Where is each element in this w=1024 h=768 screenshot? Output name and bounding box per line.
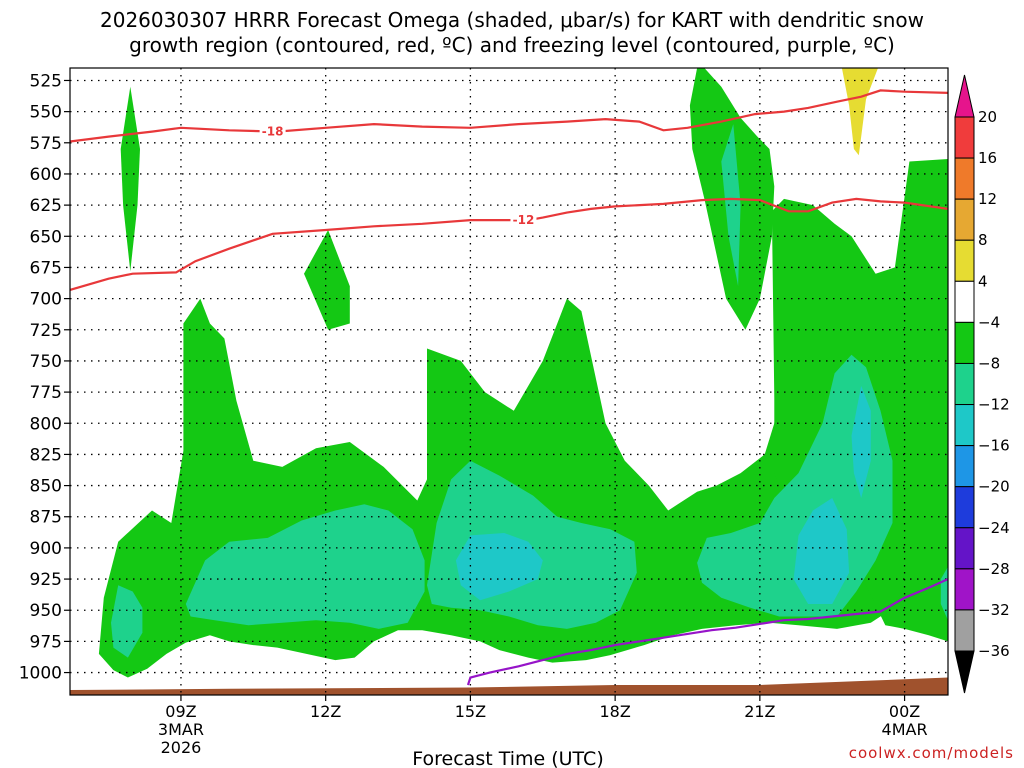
omega-cyan-middle [455, 533, 543, 601]
x-tick-label: 12Z [310, 702, 341, 721]
y-tick-label: 600 [30, 165, 62, 185]
colorbar-bin [954, 157, 975, 200]
omega-cyan-right-upper [851, 385, 871, 498]
dgz-minus12-line [70, 197, 948, 291]
colorbar-label: 4 [978, 272, 988, 290]
y-tick-label: 975 [30, 632, 62, 652]
colorbar-label: −36 [978, 642, 1010, 660]
colorbar-bin [954, 404, 975, 447]
colorbar-bin [954, 609, 975, 652]
terrain-layer [70, 677, 948, 695]
colorbar-bin [954, 486, 975, 529]
colorbar-label: −32 [978, 601, 1010, 619]
x-axis-title: Forecast Time (UTC) [412, 748, 603, 768]
colorbar-label: 8 [978, 231, 988, 249]
y-tick-label: 875 [30, 508, 62, 528]
colorbar-bottom-arrow [954, 650, 975, 694]
x-tick-label: 21Z [744, 702, 775, 721]
x-tick-year-label: 2026 [161, 738, 202, 757]
y-axis-ticks: 525 550 575 600 625 650 675 700 725 750 775 800 825 8… [19, 71, 70, 684]
omega-shading-layer [98, 68, 948, 678]
colorbar-label: −8 [978, 354, 1000, 372]
y-tick-label: 700 [30, 290, 62, 310]
contour-lines: -18 -12 [70, 89, 948, 686]
dgz-minus18-line [70, 89, 948, 143]
contour-label: -18 [262, 124, 284, 138]
colorbar-label: −20 [978, 478, 1010, 496]
colorbar-bin [954, 239, 975, 282]
colorbar-bin [954, 527, 975, 570]
colorbar-bin [954, 362, 975, 406]
colorbar-label: −24 [978, 519, 1010, 537]
x-tick-label: 18Z [599, 702, 630, 721]
chart-title-line-2: growth region (contoured, red, ºC) and f… [129, 33, 895, 57]
colorbar-bin [954, 116, 975, 159]
terrain-fill [70, 677, 948, 695]
x-tick-date-label: 3MAR [158, 720, 204, 739]
colorbar: 20 16 12 8 4 −4 −8 −12 −16 −20 −24 −28 −32 −36 [954, 74, 1010, 694]
colorbar-label: −12 [978, 396, 1010, 414]
omega-teal-upper-right [721, 124, 741, 287]
y-tick-label: 575 [30, 134, 62, 154]
colorbar-bin [954, 280, 975, 323]
colorbar-bin [954, 445, 975, 488]
y-tick-label: 725 [30, 321, 62, 341]
y-tick-label: 675 [30, 258, 62, 278]
contour-label-bg [510, 212, 537, 228]
plot-area: -18 -12 [69, 67, 949, 696]
y-tick-label: 775 [30, 383, 62, 403]
x-tick-label: 09Z [165, 702, 196, 721]
y-tick-label: 750 [30, 352, 62, 372]
omega-yellow-top [841, 68, 878, 156]
colorbar-label: −16 [978, 437, 1010, 455]
colorbar-label: 20 [978, 108, 997, 126]
y-tick-label: 925 [30, 570, 62, 590]
y-tick-label: 525 [30, 71, 62, 91]
plot-frame [69, 67, 949, 696]
colorbar-label: −4 [978, 313, 1000, 331]
contour-label: -12 [513, 213, 535, 227]
y-tick-label: 550 [30, 103, 62, 123]
y-tick-label: 825 [30, 445, 62, 465]
omega-green-small-patch [304, 230, 350, 330]
y-tick-label: 650 [30, 227, 62, 247]
colorbar-top-arrow [954, 74, 975, 118]
credit-text: coolwx.com/models [849, 744, 1014, 762]
chart-title-line-1: 2026030307 HRRR Forecast Omega (shaded, … [100, 8, 924, 32]
colorbar-label: −28 [978, 560, 1010, 578]
colorbar-label: 12 [978, 190, 997, 208]
y-tick-label: 1000 [19, 664, 62, 684]
omega-cyan-right-lower [793, 498, 850, 604]
y-tick-label: 800 [30, 414, 62, 434]
y-tick-label: 625 [30, 196, 62, 216]
x-tick-date-label: 4MAR [882, 720, 928, 739]
freezing-level-line [466, 578, 948, 686]
colorbar-bin [954, 568, 975, 611]
x-tick-label: 15Z [455, 702, 486, 721]
contour-label-bg [259, 123, 286, 139]
omega-teal-middle-left [185, 504, 425, 629]
x-tick-label: 00Z [889, 702, 920, 721]
y-tick-label: 950 [30, 601, 62, 621]
colorbar-bin [954, 198, 975, 241]
y-tick-label: 900 [30, 539, 62, 559]
colorbar-label: 16 [978, 149, 997, 167]
y-tick-label: 850 [30, 477, 62, 497]
colorbar-bin [954, 321, 975, 364]
omega-teal-left [111, 585, 143, 658]
